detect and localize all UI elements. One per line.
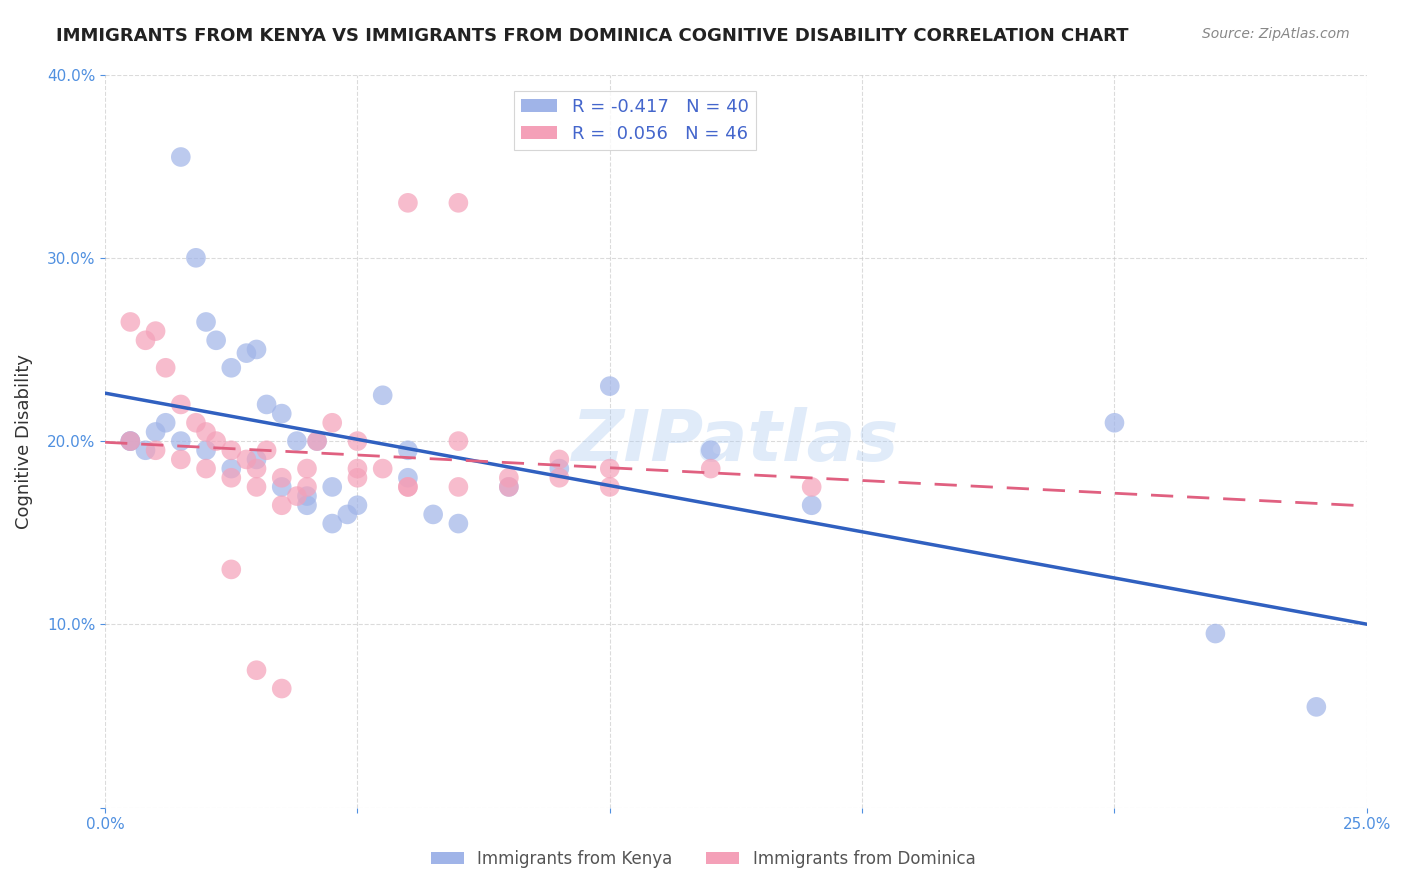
Point <box>346 471 368 485</box>
Point <box>346 461 368 475</box>
Point <box>396 443 419 458</box>
Point <box>599 461 621 475</box>
Point <box>800 498 823 512</box>
Point <box>270 480 292 494</box>
Point <box>219 471 242 485</box>
Point <box>498 471 520 485</box>
Point <box>447 434 470 449</box>
Point <box>321 416 343 430</box>
Point <box>396 471 419 485</box>
Point <box>371 388 394 402</box>
Point <box>205 434 228 449</box>
Point <box>321 480 343 494</box>
Point <box>145 443 167 458</box>
Point <box>195 461 218 475</box>
Point <box>256 443 278 458</box>
Point <box>346 434 368 449</box>
Point <box>396 195 419 210</box>
Point <box>120 315 142 329</box>
Text: IMMIGRANTS FROM KENYA VS IMMIGRANTS FROM DOMINICA COGNITIVE DISABILITY CORRELATI: IMMIGRANTS FROM KENYA VS IMMIGRANTS FROM… <box>56 27 1129 45</box>
Point <box>155 416 177 430</box>
Point <box>699 443 721 458</box>
Point <box>447 480 470 494</box>
Point <box>256 397 278 411</box>
Point <box>170 150 193 164</box>
Point <box>245 480 267 494</box>
Point <box>184 416 207 430</box>
Point <box>548 452 571 467</box>
Point <box>295 480 318 494</box>
Point <box>307 434 329 449</box>
Point <box>134 333 156 347</box>
Point <box>371 461 394 475</box>
Point <box>195 425 218 439</box>
Point <box>295 498 318 512</box>
Text: ZIPatlas: ZIPatlas <box>572 407 900 475</box>
Point <box>170 434 193 449</box>
Point <box>219 443 242 458</box>
Point <box>120 434 142 449</box>
Point <box>134 443 156 458</box>
Point <box>447 195 470 210</box>
Point <box>599 379 621 393</box>
Point <box>184 251 207 265</box>
Text: Source: ZipAtlas.com: Source: ZipAtlas.com <box>1202 27 1350 41</box>
Legend: R = -0.417   N = 40, R =  0.056   N = 46: R = -0.417 N = 40, R = 0.056 N = 46 <box>515 91 756 151</box>
Point <box>245 461 267 475</box>
Point <box>1104 416 1126 430</box>
Point <box>145 324 167 338</box>
Point <box>170 452 193 467</box>
Legend: Immigrants from Kenya, Immigrants from Dominica: Immigrants from Kenya, Immigrants from D… <box>425 844 981 875</box>
Point <box>270 681 292 696</box>
Point <box>120 434 142 449</box>
Point <box>548 471 571 485</box>
Point <box>195 443 218 458</box>
Point <box>307 434 329 449</box>
Point <box>205 333 228 347</box>
Point <box>235 452 257 467</box>
Point <box>599 480 621 494</box>
Point <box>270 498 292 512</box>
Point <box>498 480 520 494</box>
Point <box>396 480 419 494</box>
Point <box>120 434 142 449</box>
Point <box>336 508 359 522</box>
Point <box>295 461 318 475</box>
Point <box>699 461 721 475</box>
Point <box>219 360 242 375</box>
Y-axis label: Cognitive Disability: Cognitive Disability <box>15 353 32 529</box>
Point <box>235 346 257 360</box>
Point <box>245 452 267 467</box>
Point <box>270 407 292 421</box>
Point <box>270 471 292 485</box>
Point <box>245 343 267 357</box>
Point <box>321 516 343 531</box>
Point <box>155 360 177 375</box>
Point <box>548 461 571 475</box>
Point <box>447 516 470 531</box>
Point <box>422 508 444 522</box>
Point <box>170 397 193 411</box>
Point <box>285 434 308 449</box>
Point <box>498 480 520 494</box>
Point <box>195 315 218 329</box>
Point <box>1305 699 1327 714</box>
Point <box>245 663 267 677</box>
Point <box>219 461 242 475</box>
Point <box>800 480 823 494</box>
Point <box>285 489 308 503</box>
Point <box>295 489 318 503</box>
Point <box>396 480 419 494</box>
Point <box>1204 626 1226 640</box>
Point <box>219 562 242 576</box>
Point <box>145 425 167 439</box>
Point <box>346 498 368 512</box>
